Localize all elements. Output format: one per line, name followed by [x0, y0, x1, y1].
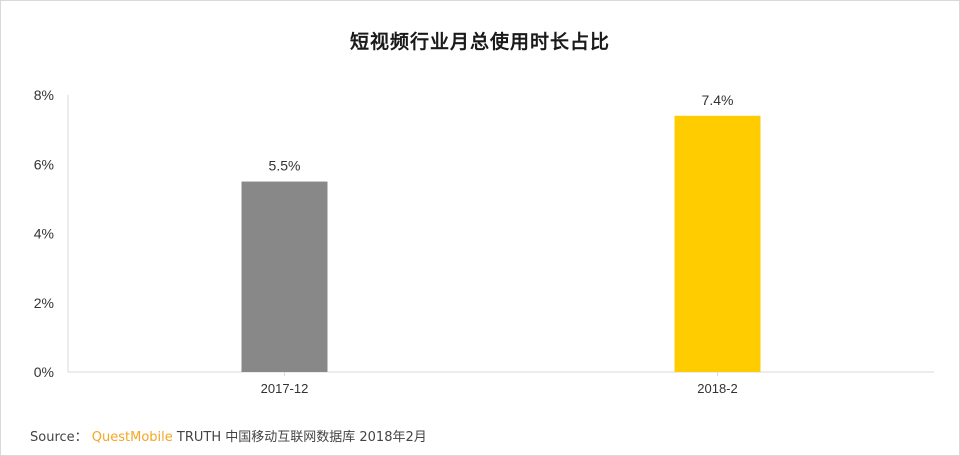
x-tick-label: 2017-12	[261, 381, 309, 396]
bar-value-label: 7.4%	[702, 92, 734, 108]
bar	[241, 181, 328, 372]
y-tick-label: 6%	[34, 156, 54, 172]
y-tick-label: 8%	[34, 87, 54, 103]
x-tick-label: 2018-2	[697, 381, 737, 396]
y-tick-label: 2%	[34, 295, 54, 311]
source-brand: QuestMobile	[91, 430, 173, 445]
bar-value-label: 5.5%	[269, 158, 301, 174]
y-tick-label: 4%	[34, 226, 54, 242]
y-tick-label: 0%	[34, 364, 54, 380]
source-text: TRUTH 中国移动互联网数据库 2018年2月	[176, 430, 427, 445]
source-line: Source： QuestMobile TRUTH 中国移动互联网数据库 201…	[30, 426, 427, 445]
chart-title: 短视频行业月总使用时长占比	[349, 31, 610, 53]
bar	[674, 115, 761, 373]
source-prefix: Source：	[30, 430, 88, 445]
